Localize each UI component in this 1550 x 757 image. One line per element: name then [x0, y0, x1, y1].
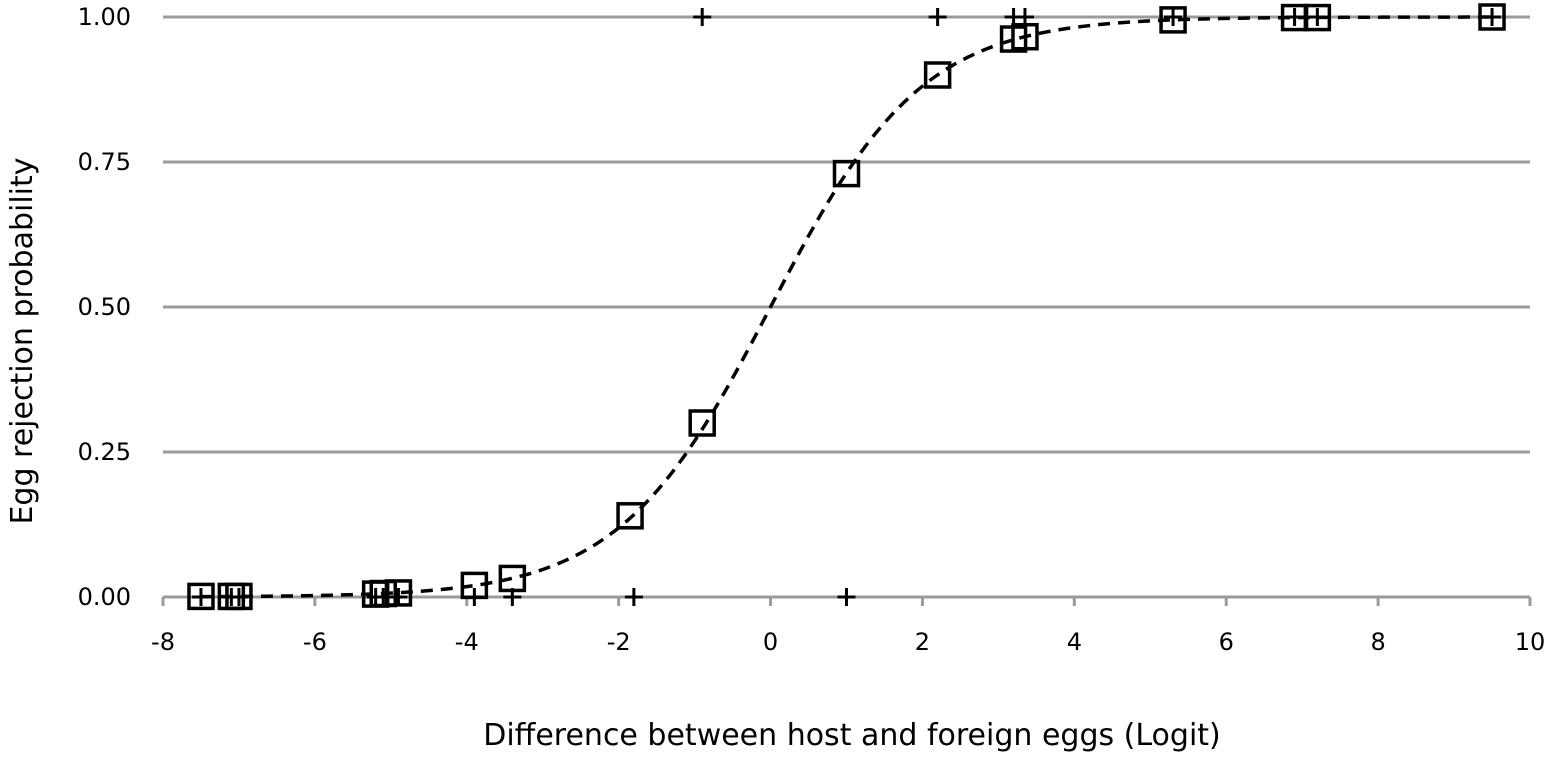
plus-point: [928, 8, 947, 26]
square-point: [369, 579, 397, 608]
x-tick-label: 2: [915, 628, 930, 656]
x-tick-label: -8: [151, 628, 175, 656]
square-point: [1011, 22, 1039, 51]
plus-point: [1164, 8, 1183, 26]
square-point: [1303, 3, 1332, 32]
data-points: [187, 3, 1506, 611]
square-point: [1478, 3, 1506, 31]
x-tick-label: 4: [1067, 628, 1082, 656]
x-tick-label: -6: [303, 628, 327, 656]
y-axis-title: Egg rejection probability: [5, 157, 40, 524]
square-point: [460, 571, 489, 600]
y-tick-label: 0.00: [78, 583, 131, 611]
square-point: [832, 159, 861, 188]
plus-point: [837, 588, 856, 606]
plus-point: [693, 8, 712, 26]
x-tick-label: 6: [1219, 628, 1234, 656]
y-tick-label: 0.50: [78, 293, 131, 321]
y-tick-label: 0.75: [78, 148, 131, 176]
x-tick-labels: -8 -6 -4 -2 0 2 4 6 8 10: [151, 628, 1545, 656]
y-tick-label: 0.25: [78, 438, 131, 466]
x-tick-label: -2: [607, 628, 631, 656]
plus-point: [389, 588, 408, 606]
square-point: [225, 582, 253, 611]
plus-point: [1483, 8, 1502, 26]
x-tick-label: 0: [763, 628, 778, 656]
plus-point: [624, 588, 643, 606]
square-point: [187, 582, 215, 611]
square-point: [688, 409, 716, 437]
square-point: [384, 579, 413, 607]
plus-point: [1285, 8, 1304, 26]
plus-point: [191, 588, 210, 606]
gridlines: [163, 15, 1530, 454]
y-tick-labels: 0.00 0.25 0.50 0.75 1.00: [78, 3, 131, 611]
square-point: [1159, 6, 1187, 34]
square-point: [498, 564, 527, 593]
plus-point: [1308, 8, 1327, 26]
x-tick-label: 10: [1515, 628, 1546, 656]
x-tick-label: -4: [455, 628, 479, 656]
x-axis-title: Difference between host and foreign eggs…: [483, 718, 1221, 753]
y-tick-label: 1.00: [78, 3, 131, 31]
square-point: [616, 502, 644, 530]
square-point: [923, 61, 952, 89]
x-tick-label: 8: [1370, 628, 1385, 656]
